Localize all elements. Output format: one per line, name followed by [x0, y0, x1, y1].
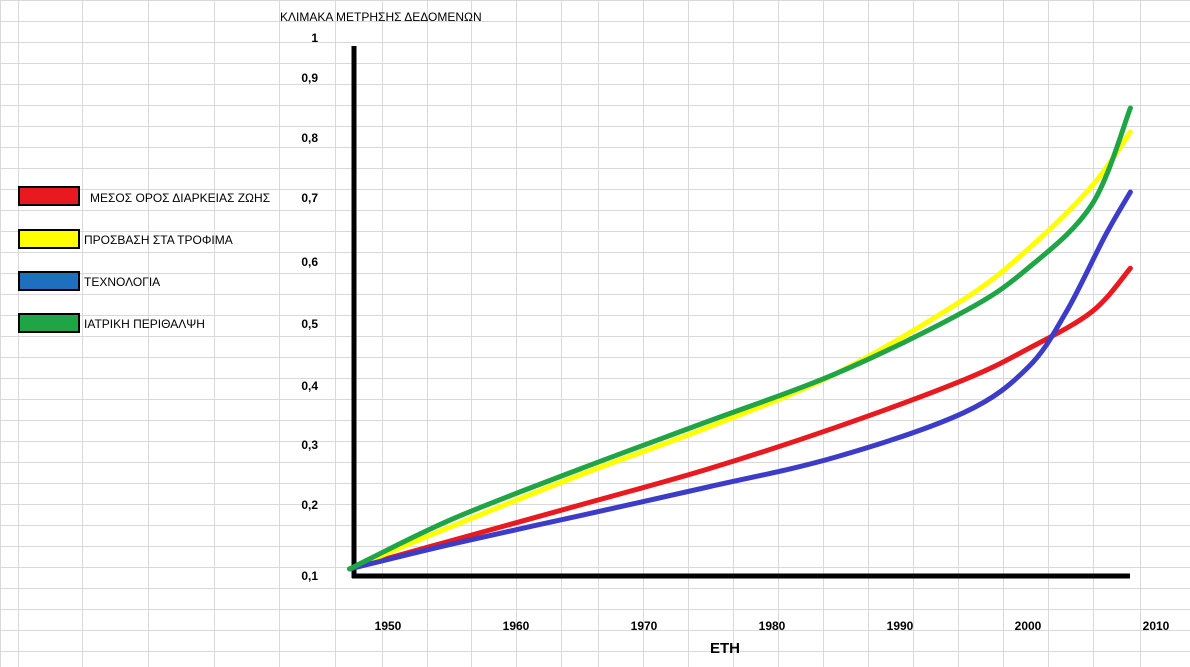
- y-tick-label: 0,9: [301, 71, 318, 85]
- x-tick-label: 1950: [375, 619, 402, 633]
- y-tick-label: 0,1: [301, 569, 318, 583]
- series-line-medical-care: [347, 105, 1133, 572]
- x-tick-label: 1970: [631, 619, 658, 633]
- x-tick-label: 1980: [759, 619, 786, 633]
- y-tick-label: 0,3: [301, 438, 318, 452]
- chart-title: ΚΛΙΜΑΚΑ ΜΕΤΡΗΣΗΣ ΔΕΔΟΜΕΝΩΝ: [280, 10, 482, 24]
- x-axis-label: ΕΤΗ: [710, 640, 740, 657]
- legend-swatch-food-access: [18, 229, 80, 249]
- y-tick-label: 0,7: [301, 191, 318, 205]
- series-group: [347, 105, 1133, 572]
- y-tick-label: 1: [311, 31, 318, 45]
- legend-swatch-technology: [18, 271, 80, 291]
- legend-swatch-life-expectancy: [18, 186, 80, 206]
- y-tick-label: 0,8: [301, 131, 318, 145]
- chart-area: 1 0,9 0,8 0,7 0,6 0,5 0,4 0,3 0,2 0,1 1950 1960 197…: [301, 31, 1169, 657]
- x-tick-label: 1960: [503, 619, 530, 633]
- x-tick-labels: 1950 1960 1970 1980 1990 2000 2010: [375, 619, 1170, 633]
- legend-label-medical-care: ΙΑΤΡΙΚΗ ΠΕΡΙΘΑΛΨΗ: [84, 317, 205, 331]
- y-tick-label: 0,4: [301, 379, 318, 393]
- y-tick-label: 0,5: [301, 317, 318, 331]
- series-line-technology: [347, 189, 1133, 572]
- legend-swatch-medical-care: [18, 313, 80, 333]
- y-tick-label: 0,6: [301, 255, 318, 269]
- legend-label-technology: ΤΕΧΝΟΛΟΓΙΑ: [84, 275, 161, 289]
- y-tick-label: 0,2: [301, 498, 318, 512]
- series-line-life-expectancy: [347, 265, 1133, 572]
- legend-label-food-access: ΠΡΟΣΒΑΣΗ ΣΤΑ ΤΡΟΦΙΜΑ: [84, 233, 233, 247]
- series-line-food-access: [347, 129, 1133, 572]
- legend-label-life-expectancy: ΜΕΣΟΣ ΟΡΟΣ ΔΙΑΡΚΕΙΑΣ ΖΩΗΣ: [90, 191, 271, 205]
- y-tick-labels: 1 0,9 0,8 0,7 0,6 0,5 0,4 0,3 0,2 0,1: [301, 31, 318, 583]
- x-tick-label: 1990: [887, 619, 914, 633]
- x-tick-label: 2000: [1015, 619, 1042, 633]
- x-tick-label: 2010: [1143, 619, 1170, 633]
